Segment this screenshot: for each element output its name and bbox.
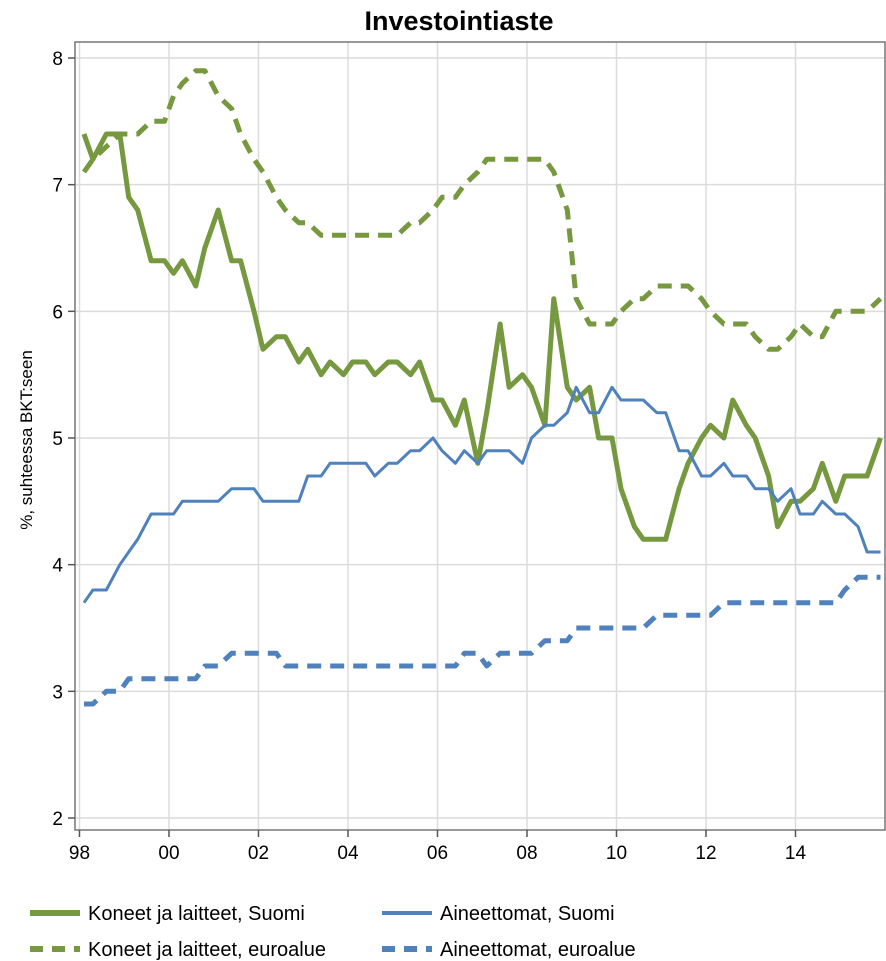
legend-item: Aineettomat, euroalue — [382, 939, 636, 961]
legend-item: Koneet ja laitteet, Suomi — [30, 903, 305, 925]
legend-label: Aineettomat, euroalue — [440, 939, 636, 961]
legend-label: Koneet ja laitteet, euroalue — [88, 939, 326, 961]
legend-item: Aineettomat, Suomi — [382, 903, 615, 925]
y-tick-label: 6 — [52, 302, 63, 323]
gridlines — [75, 42, 885, 830]
x-tick-label: 04 — [337, 843, 359, 864]
x-tick-label: 00 — [158, 843, 179, 864]
legend: Koneet ja laitteet, Suomi Aineettomat, Su… — [30, 903, 636, 961]
y-tick-label: 3 — [52, 682, 63, 703]
x-tick-label: 02 — [248, 843, 269, 864]
series-line-3 — [81, 68, 883, 352]
plot-frame — [74, 41, 886, 831]
series-line-4 — [84, 574, 881, 707]
y-tick-label: 7 — [52, 176, 63, 197]
series-line-2 — [82, 385, 881, 604]
x-tick-label: 98 — [69, 843, 90, 864]
legend-item: Koneet ja laitteet, euroalue — [30, 939, 326, 961]
y-tick-label: 5 — [52, 429, 63, 450]
y-tick-label: 2 — [52, 809, 63, 830]
chart-title: Investointiaste — [364, 6, 553, 36]
y-tick-label: 4 — [52, 556, 63, 577]
y-axis-label: %, suhteessa BKT:seen — [17, 350, 36, 530]
x-tick-label: 08 — [516, 843, 537, 864]
x-tick-label: 10 — [606, 843, 627, 864]
series-line-1 — [81, 131, 883, 542]
x-tick-label: 14 — [785, 843, 807, 864]
legend-label: Aineettomat, Suomi — [440, 903, 615, 925]
y-tick-label: 8 — [52, 49, 63, 70]
legend-label: Koneet ja laitteet, Suomi — [88, 903, 305, 925]
x-tick-label: 12 — [695, 843, 716, 864]
x-tick-label: 06 — [427, 843, 448, 864]
series-layer — [81, 68, 883, 707]
axes: 2 3 4 5 6 7 8 98 00 02 04 06 08 10 12 14 — [52, 49, 806, 864]
